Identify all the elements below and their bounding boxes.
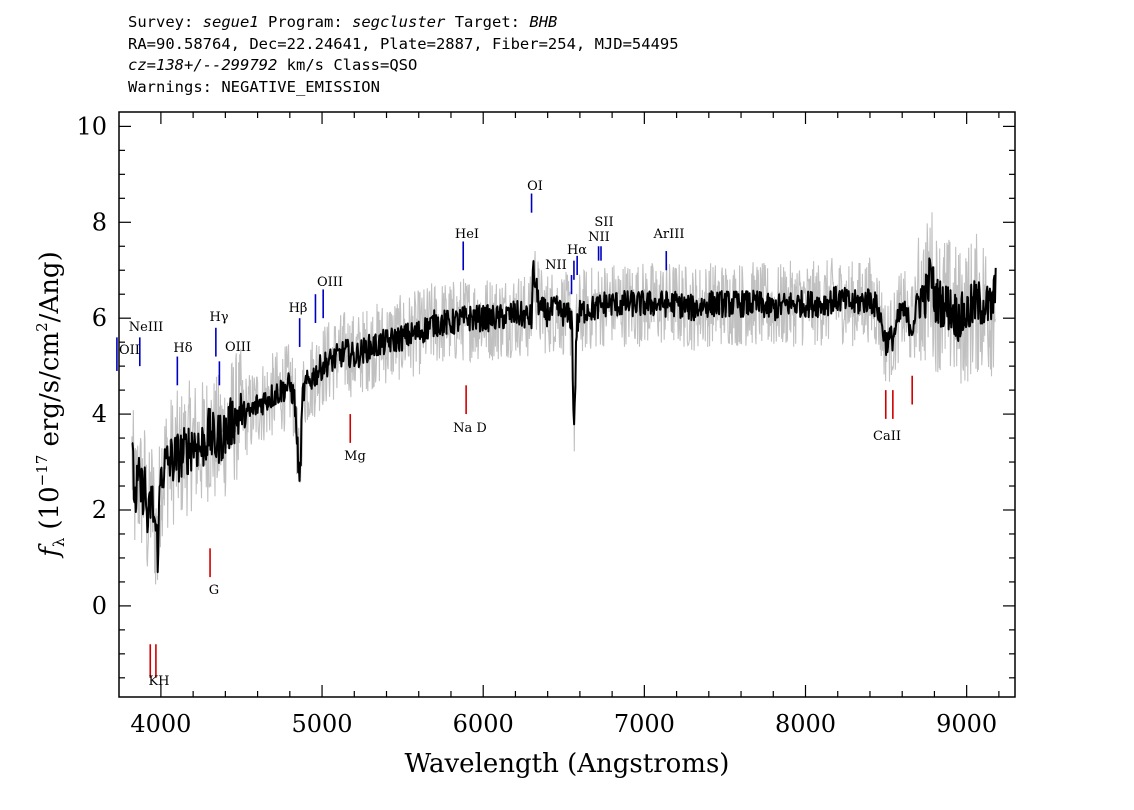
x-tick-label: 5000 bbox=[292, 710, 353, 738]
flux-series bbox=[131, 257, 997, 574]
x-tick-label: 8000 bbox=[775, 710, 836, 738]
label-oiii-4363: OIII bbox=[225, 340, 251, 355]
y-tick-label: 0 bbox=[92, 592, 107, 620]
spectral-line-markers bbox=[116, 193, 913, 678]
axis-tick-labels: 4000 5000 6000 7000 8000 9000 0 2 4 6 8 10 bbox=[76, 112, 997, 738]
header-row-coordinates: RA=90.58764, Dec=22.24641, Plate=2887, F… bbox=[128, 34, 679, 53]
header-row-survey: Survey: segue1 Program: segcluster Targe… bbox=[128, 12, 679, 34]
x-tick-label: 4000 bbox=[130, 710, 191, 738]
label-oii: OII bbox=[119, 343, 140, 358]
label-hdelta: Hδ bbox=[173, 341, 192, 356]
y-axis-units-mid: erg/s/cm bbox=[35, 332, 65, 455]
x-axis-title: Wavelength (Angstroms) bbox=[405, 749, 730, 779]
x-tick-label: 6000 bbox=[453, 710, 514, 738]
label-g: G bbox=[209, 583, 219, 598]
y-axis-title: fλ(10−17 erg/s/cm2/Ang) bbox=[33, 251, 68, 558]
x-tick-label: 9000 bbox=[936, 710, 997, 738]
label-oi: OI bbox=[527, 179, 543, 194]
spectral-line-labels: OII NeIII Hδ Hγ OIII Hβ OIII HeI OI NII … bbox=[119, 179, 901, 689]
survey-value: segue1 bbox=[202, 13, 259, 31]
label-sii: SII bbox=[594, 215, 613, 230]
svg-text:fλ(10−17 erg/s/cm2/Ang): fλ(10−17 erg/s/cm2/Ang) bbox=[33, 251, 68, 558]
label-hgamma: Hγ bbox=[209, 310, 228, 325]
label-na-d: Na D bbox=[453, 421, 487, 436]
label-neiii: NeIII bbox=[129, 320, 163, 335]
label-halpha: Hα bbox=[567, 243, 587, 258]
flux-spectrum-line bbox=[131, 257, 997, 574]
label-hei: HeI bbox=[455, 227, 479, 242]
cz-rest: km/s Class=QSO bbox=[286, 56, 418, 74]
x-tick-label: 7000 bbox=[614, 710, 675, 738]
y-axis-symbol-subscript: λ bbox=[50, 537, 68, 547]
y-axis-exponent: −17 bbox=[33, 455, 51, 487]
plot-frame bbox=[118, 111, 1016, 698]
survey-key: Survey: bbox=[128, 13, 194, 31]
target-value: BHB bbox=[529, 13, 558, 31]
label-oiii: OIII bbox=[317, 275, 343, 290]
y-axis-exponent-2: 2 bbox=[33, 322, 51, 332]
label-kh: KH bbox=[148, 674, 169, 689]
y-tick-label: 2 bbox=[92, 496, 107, 524]
y-tick-label: 8 bbox=[92, 208, 107, 236]
label-hbeta: Hβ bbox=[289, 301, 308, 316]
y-axis-units-end: /Ang) bbox=[35, 251, 65, 322]
label-ariii: ArIII bbox=[652, 227, 684, 242]
axis-ticks bbox=[119, 112, 1015, 697]
label-mg: Mg bbox=[344, 449, 366, 464]
y-tick-label: 6 bbox=[92, 304, 107, 332]
y-tick-label: 4 bbox=[92, 400, 107, 428]
spectrum-header: Survey: segue1 Program: segcluster Targe… bbox=[128, 12, 679, 98]
label-nii: NII bbox=[545, 258, 567, 273]
y-axis-units-start: (10 bbox=[35, 486, 65, 529]
cz-value: 138+/--299792 bbox=[156, 56, 278, 74]
label-caii: CaII bbox=[873, 429, 901, 444]
y-tick-label: 10 bbox=[76, 112, 107, 140]
target-key: Target: bbox=[454, 13, 521, 31]
label-nii-2: NII bbox=[588, 230, 610, 245]
program-key: Program: bbox=[268, 13, 343, 31]
header-row-warnings: Warnings: NEGATIVE_EMISSION bbox=[128, 77, 380, 96]
cz-key: cz= bbox=[128, 56, 156, 74]
header-row-redshift: cz=138+/--299792 km/s Class=QSO bbox=[128, 55, 679, 77]
program-value: segcluster bbox=[352, 13, 446, 31]
